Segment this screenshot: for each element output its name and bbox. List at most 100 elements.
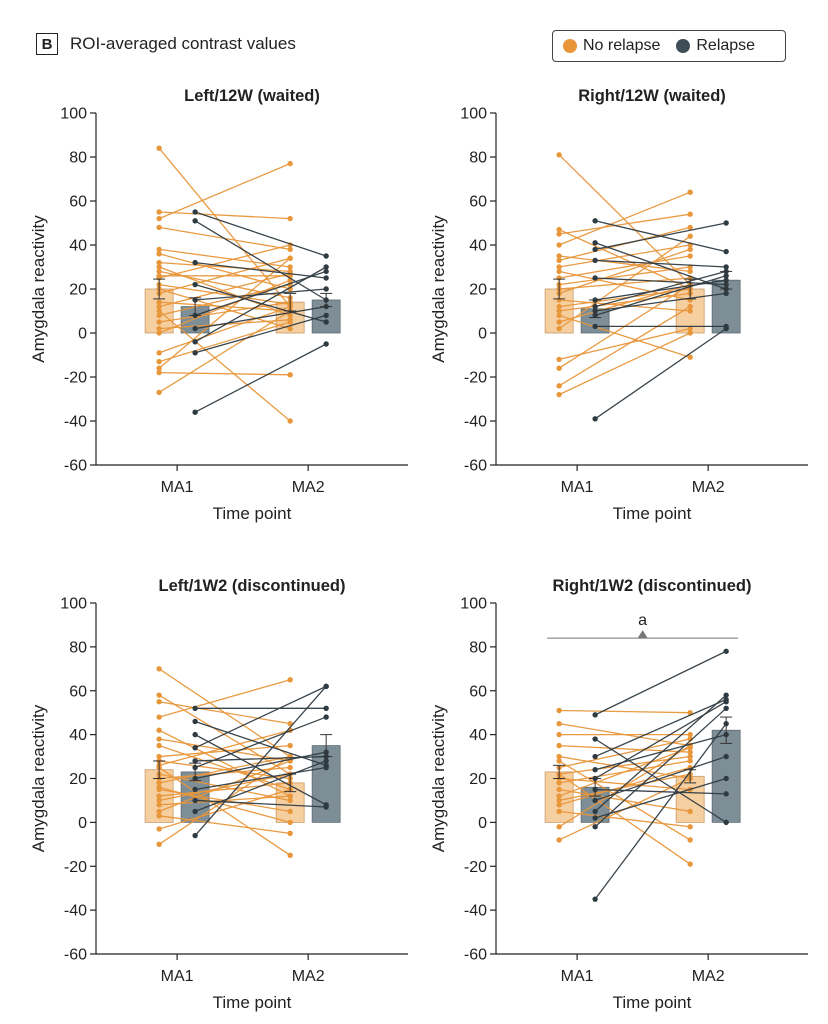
point-no-relapse-ma2-19 [687,303,693,310]
pair-line-relapse-8 [594,777,727,819]
point-no-relapse-ma1-0 [156,666,162,672]
pair-line-relapse-8 [594,275,727,317]
pair-line-no-relapse-8 [559,255,691,279]
x-axis-label: Time point [613,504,692,523]
point-relapse-ma2-10 [723,325,729,332]
y-tick-label: 0 [78,815,87,832]
pair-line-relapse-8 [194,314,327,354]
point-no-relapse-ma1-15 [556,824,562,830]
point-no-relapse-ma1-3 [556,242,562,248]
x-tick-label-ma2: MA2 [292,479,325,496]
point-no-relapse-ma1-7 [156,264,162,270]
point-no-relapse-ma1-13 [556,303,562,310]
point-no-relapse-ma2-3 [287,677,293,683]
point-relapse-ma2-7 [723,692,729,698]
point-no-relapse-ma1-2 [156,699,162,705]
y-tick-label: -40 [64,903,87,920]
pair-line-no-relapse-9 [559,266,691,286]
point-no-relapse-ma2-24 [287,418,293,424]
pair-line-relapse-0 [594,650,727,716]
pair-line-relapse-7 [594,694,727,812]
point-relapse-ma1-9 [592,824,598,830]
y-axis-label: Amygdala reactivity [429,215,448,363]
pair-line-relapse-5 [595,279,727,301]
pair-line-no-relapse-9 [158,244,291,279]
x-axis-label: Time point [613,993,692,1012]
point-no-relapse-ma1-10 [556,786,562,793]
point-no-relapse-ma1-3 [156,714,162,720]
y-tick-label: -20 [464,370,487,387]
significance-triangle [637,630,648,639]
point-no-relapse-ma2-3 [687,749,693,755]
point-no-relapse-ma2-10 [687,808,693,815]
point-no-relapse-ma1-23 [156,389,162,396]
point-no-relapse-ma1-17 [156,808,162,815]
point-no-relapse-ma2-13 [287,808,293,815]
point-relapse-ma2-0 [723,648,729,654]
point-relapse-ma1-8 [192,350,198,356]
pair-line-no-relapse-13 [559,288,691,308]
pair-line-relapse-9 [194,343,327,413]
pair-line-no-relapse-1 [159,211,291,220]
pair-line-no-relapse-6 [159,261,291,273]
pair-line-relapse-5 [595,788,727,795]
chart-panel-3: Left/1W2 (discontinued) -60 -40 -20 0 20 40 60 8… [29,577,408,1012]
point-no-relapse-ma1-21 [556,312,562,319]
point-relapse-ma2-10 [323,683,329,690]
pair-line-no-relapse-14 [159,782,291,797]
point-no-relapse-ma2-17 [687,325,693,332]
legend: No relapse Relapse [552,30,786,62]
point-no-relapse-ma1-15 [156,797,162,804]
point-relapse-ma1-2 [592,246,598,253]
point-relapse-ma2-1 [723,819,729,826]
y-axis-label: Amygdala reactivity [29,704,48,852]
pair-line-no-relapse-3 [158,679,291,718]
pair-line-no-relapse-2 [559,213,691,235]
point-no-relapse-ma1-21 [156,365,162,371]
point-relapse-ma1-9 [592,323,598,330]
pair-line-no-relapse-10 [559,277,691,290]
y-tick-label: -20 [64,859,87,876]
pair-line-relapse-6 [594,755,727,802]
point-no-relapse-ma1-7 [156,753,162,760]
point-relapse-ma1-7 [192,339,198,345]
y-tick-label: 80 [469,150,487,167]
point-relapse-ma2-4 [723,699,729,705]
point-no-relapse-ma2-9 [687,758,693,764]
y-tick-label: 40 [69,727,87,744]
pair-line-relapse-10 [594,328,727,420]
point-relapse-ma1-1 [192,218,198,224]
y-tick-label: 20 [69,282,87,299]
pair-line-no-relapse-19 [158,305,291,354]
point-no-relapse-ma1-2 [156,215,162,222]
pair-line-relapse-6 [195,305,327,330]
point-relapse-ma1-3 [192,281,198,288]
pair-line-no-relapse-15 [158,283,291,317]
x-tick-label-ma2: MA2 [692,968,725,985]
point-no-relapse-ma1-9 [556,780,562,786]
point-no-relapse-ma1-13 [156,299,162,305]
y-axis-label: Amygdala reactivity [29,215,48,363]
pair-line-relapse-7 [195,766,327,791]
point-no-relapse-ma2-11 [687,246,693,253]
point-relapse-ma1-9 [192,409,198,415]
pair-line-relapse-1 [594,242,727,290]
pair-line-no-relapse-7 [558,270,691,301]
legend-label-relapse: Relapse [696,37,756,54]
point-no-relapse-ma2-21 [287,852,293,858]
y-tick-label: 80 [69,639,87,656]
pair-line-no-relapse-12 [558,773,691,802]
point-no-relapse-ma1-20 [556,391,562,398]
point-relapse-ma1-6 [592,797,598,804]
y-tick-label: 60 [469,194,487,211]
point-no-relapse-ma1-24 [156,308,162,314]
point-relapse-ma2-5 [323,268,329,275]
point-relapse-ma1-7 [192,786,198,793]
x-axis-label: Time point [213,504,292,523]
chart-panel-2: Right/12W (waited) -60 -40 -20 0 20 40 60 80 100 M… [429,87,808,523]
point-no-relapse-ma2-2 [687,731,693,738]
point-relapse-ma2-9 [323,758,329,764]
pair-line-no-relapse-11 [158,288,291,330]
point-no-relapse-ma1-14 [556,808,562,815]
figure-header: B ROI-averaged contrast values No relaps… [0,0,828,70]
